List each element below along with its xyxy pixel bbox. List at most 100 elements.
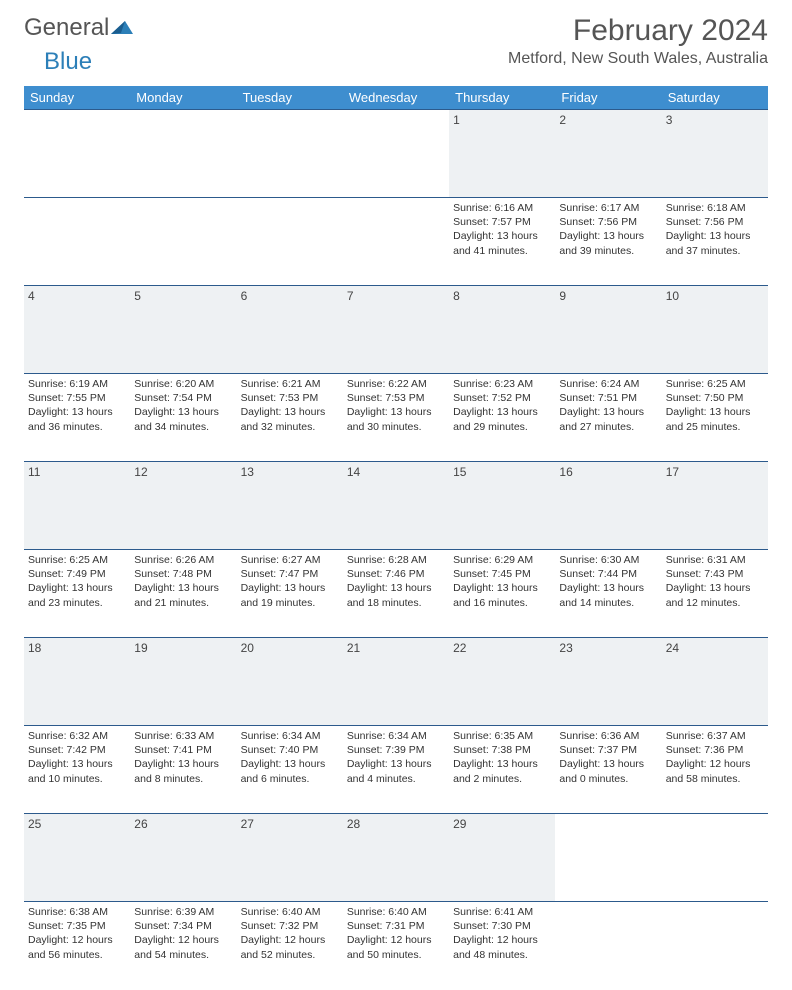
sunrise-text: Sunrise: 6:31 AM bbox=[666, 553, 764, 567]
day-number-row: 11121314151617 bbox=[24, 462, 768, 550]
day-info-cell: Sunrise: 6:40 AMSunset: 7:31 PMDaylight:… bbox=[343, 902, 449, 990]
daylight-text: Daylight: 13 hours and 27 minutes. bbox=[559, 405, 657, 433]
day-number-cell: 27 bbox=[237, 814, 343, 902]
daylight-text: Daylight: 13 hours and 8 minutes. bbox=[134, 757, 232, 785]
weekday-header: Tuesday bbox=[237, 86, 343, 110]
sunset-text: Sunset: 7:43 PM bbox=[666, 567, 764, 581]
sunrise-text: Sunrise: 6:40 AM bbox=[347, 905, 445, 919]
daylight-text: Daylight: 12 hours and 54 minutes. bbox=[134, 933, 232, 961]
day-info-cell: Sunrise: 6:37 AMSunset: 7:36 PMDaylight:… bbox=[662, 726, 768, 814]
weekday-header: Friday bbox=[555, 86, 661, 110]
day-info-cell bbox=[555, 902, 661, 990]
day-info-cell: Sunrise: 6:33 AMSunset: 7:41 PMDaylight:… bbox=[130, 726, 236, 814]
day-number-row: 18192021222324 bbox=[24, 638, 768, 726]
daylight-text: Daylight: 13 hours and 19 minutes. bbox=[241, 581, 339, 609]
day-info-row: Sunrise: 6:38 AMSunset: 7:35 PMDaylight:… bbox=[24, 902, 768, 990]
day-info-cell: Sunrise: 6:20 AMSunset: 7:54 PMDaylight:… bbox=[130, 374, 236, 462]
day-info-cell: Sunrise: 6:25 AMSunset: 7:49 PMDaylight:… bbox=[24, 550, 130, 638]
day-info-cell: Sunrise: 6:16 AMSunset: 7:57 PMDaylight:… bbox=[449, 198, 555, 286]
daylight-text: Daylight: 12 hours and 48 minutes. bbox=[453, 933, 551, 961]
daylight-text: Daylight: 13 hours and 39 minutes. bbox=[559, 229, 657, 257]
sunset-text: Sunset: 7:30 PM bbox=[453, 919, 551, 933]
day-number-cell: 29 bbox=[449, 814, 555, 902]
day-info-cell: Sunrise: 6:32 AMSunset: 7:42 PMDaylight:… bbox=[24, 726, 130, 814]
daylight-text: Daylight: 13 hours and 18 minutes. bbox=[347, 581, 445, 609]
sunrise-text: Sunrise: 6:25 AM bbox=[666, 377, 764, 391]
daylight-text: Daylight: 13 hours and 16 minutes. bbox=[453, 581, 551, 609]
logo-triangle-icon bbox=[111, 19, 133, 37]
sunset-text: Sunset: 7:51 PM bbox=[559, 391, 657, 405]
sunset-text: Sunset: 7:53 PM bbox=[241, 391, 339, 405]
day-info-cell: Sunrise: 6:17 AMSunset: 7:56 PMDaylight:… bbox=[555, 198, 661, 286]
day-info-cell: Sunrise: 6:26 AMSunset: 7:48 PMDaylight:… bbox=[130, 550, 236, 638]
sunset-text: Sunset: 7:45 PM bbox=[453, 567, 551, 581]
day-number-cell: 8 bbox=[449, 286, 555, 374]
month-title: February 2024 bbox=[508, 14, 768, 48]
sunrise-text: Sunrise: 6:38 AM bbox=[28, 905, 126, 919]
sunrise-text: Sunrise: 6:28 AM bbox=[347, 553, 445, 567]
day-number-cell: 11 bbox=[24, 462, 130, 550]
sunrise-text: Sunrise: 6:25 AM bbox=[28, 553, 126, 567]
day-number-cell: 28 bbox=[343, 814, 449, 902]
sunset-text: Sunset: 7:34 PM bbox=[134, 919, 232, 933]
sunset-text: Sunset: 7:52 PM bbox=[453, 391, 551, 405]
daylight-text: Daylight: 12 hours and 52 minutes. bbox=[241, 933, 339, 961]
day-info-cell: Sunrise: 6:31 AMSunset: 7:43 PMDaylight:… bbox=[662, 550, 768, 638]
sunrise-text: Sunrise: 6:33 AM bbox=[134, 729, 232, 743]
daylight-text: Daylight: 13 hours and 2 minutes. bbox=[453, 757, 551, 785]
day-info-cell: Sunrise: 6:27 AMSunset: 7:47 PMDaylight:… bbox=[237, 550, 343, 638]
sunrise-text: Sunrise: 6:27 AM bbox=[241, 553, 339, 567]
sunrise-text: Sunrise: 6:18 AM bbox=[666, 201, 764, 215]
day-number-cell: 13 bbox=[237, 462, 343, 550]
daylight-text: Daylight: 13 hours and 32 minutes. bbox=[241, 405, 339, 433]
sunset-text: Sunset: 7:32 PM bbox=[241, 919, 339, 933]
sunset-text: Sunset: 7:37 PM bbox=[559, 743, 657, 757]
sunrise-text: Sunrise: 6:29 AM bbox=[453, 553, 551, 567]
daylight-text: Daylight: 12 hours and 56 minutes. bbox=[28, 933, 126, 961]
sunset-text: Sunset: 7:40 PM bbox=[241, 743, 339, 757]
daylight-text: Daylight: 13 hours and 0 minutes. bbox=[559, 757, 657, 785]
daylight-text: Daylight: 13 hours and 34 minutes. bbox=[134, 405, 232, 433]
day-info-cell: Sunrise: 6:18 AMSunset: 7:56 PMDaylight:… bbox=[662, 198, 768, 286]
daylight-text: Daylight: 13 hours and 12 minutes. bbox=[666, 581, 764, 609]
weekday-header: Monday bbox=[130, 86, 236, 110]
logo-word2: Blue bbox=[44, 48, 92, 75]
sunset-text: Sunset: 7:38 PM bbox=[453, 743, 551, 757]
day-info-cell: Sunrise: 6:41 AMSunset: 7:30 PMDaylight:… bbox=[449, 902, 555, 990]
day-number-cell: 24 bbox=[662, 638, 768, 726]
day-info-cell: Sunrise: 6:34 AMSunset: 7:40 PMDaylight:… bbox=[237, 726, 343, 814]
day-number-cell: 1 bbox=[449, 110, 555, 198]
daylight-text: Daylight: 13 hours and 41 minutes. bbox=[453, 229, 551, 257]
sunrise-text: Sunrise: 6:37 AM bbox=[666, 729, 764, 743]
daylight-text: Daylight: 12 hours and 58 minutes. bbox=[666, 757, 764, 785]
day-info-cell bbox=[130, 198, 236, 286]
day-number-cell bbox=[237, 110, 343, 198]
day-info-cell: Sunrise: 6:35 AMSunset: 7:38 PMDaylight:… bbox=[449, 726, 555, 814]
sunrise-text: Sunrise: 6:36 AM bbox=[559, 729, 657, 743]
day-info-cell bbox=[24, 198, 130, 286]
day-info-cell: Sunrise: 6:30 AMSunset: 7:44 PMDaylight:… bbox=[555, 550, 661, 638]
title-block: February 2024 Metford, New South Wales, … bbox=[508, 14, 768, 68]
sunrise-text: Sunrise: 6:20 AM bbox=[134, 377, 232, 391]
day-number-cell: 16 bbox=[555, 462, 661, 550]
day-number-cell: 23 bbox=[555, 638, 661, 726]
day-number-cell: 25 bbox=[24, 814, 130, 902]
daylight-text: Daylight: 13 hours and 25 minutes. bbox=[666, 405, 764, 433]
sunset-text: Sunset: 7:48 PM bbox=[134, 567, 232, 581]
weekday-header: Wednesday bbox=[343, 86, 449, 110]
sunset-text: Sunset: 7:41 PM bbox=[134, 743, 232, 757]
sunset-text: Sunset: 7:57 PM bbox=[453, 215, 551, 229]
sunrise-text: Sunrise: 6:32 AM bbox=[28, 729, 126, 743]
day-number-cell: 21 bbox=[343, 638, 449, 726]
day-number-cell bbox=[555, 814, 661, 902]
day-number-cell: 22 bbox=[449, 638, 555, 726]
day-number-cell bbox=[662, 814, 768, 902]
day-info-row: Sunrise: 6:25 AMSunset: 7:49 PMDaylight:… bbox=[24, 550, 768, 638]
day-number-row: 2526272829 bbox=[24, 814, 768, 902]
logo-word1: General bbox=[24, 14, 109, 42]
sunrise-text: Sunrise: 6:30 AM bbox=[559, 553, 657, 567]
sunrise-text: Sunrise: 6:41 AM bbox=[453, 905, 551, 919]
sunset-text: Sunset: 7:35 PM bbox=[28, 919, 126, 933]
weekday-header: Sunday bbox=[24, 86, 130, 110]
day-number-row: 123 bbox=[24, 110, 768, 198]
